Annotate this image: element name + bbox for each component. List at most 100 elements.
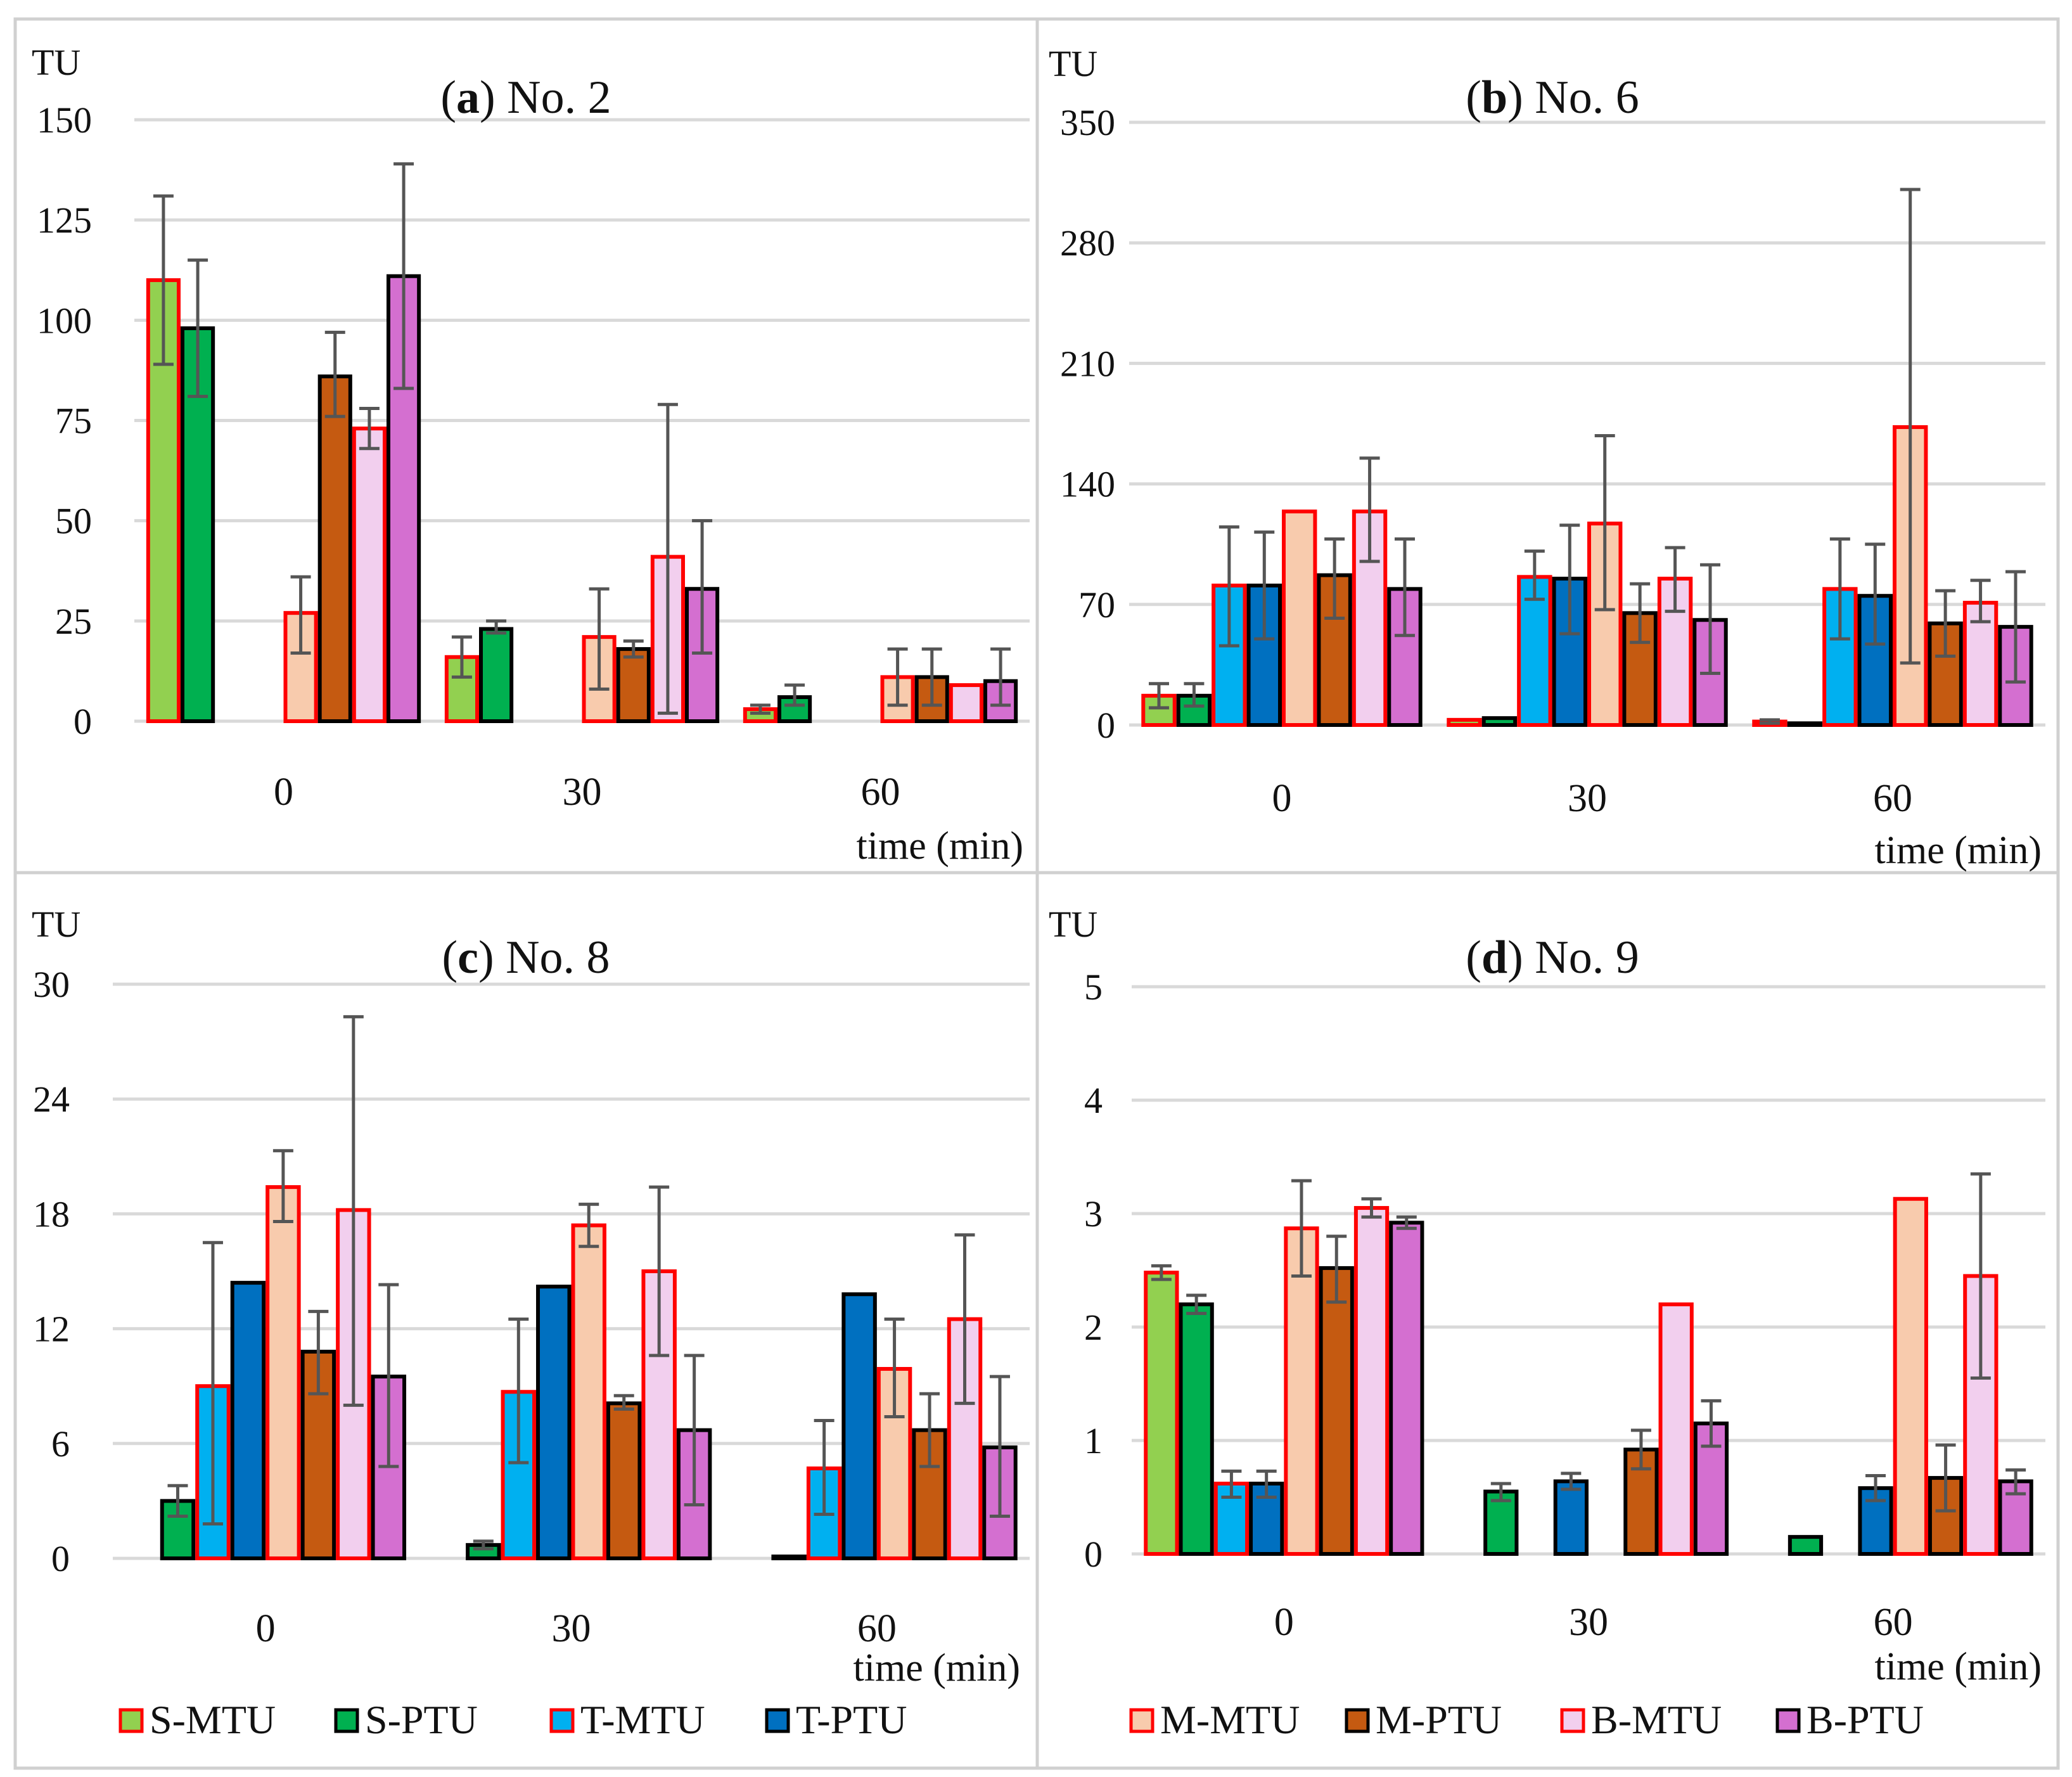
panel-label: c (457, 932, 478, 984)
bar-m-ptu-t0 (300, 1349, 336, 1561)
x-tick-label: 30 (552, 1607, 591, 1650)
y-tick-label: 18 (33, 1193, 70, 1235)
panel-title-paren: ( (442, 932, 457, 984)
x-tick-label: 30 (1568, 777, 1607, 820)
y-tick-label: 30 (33, 964, 70, 1005)
bar-t-ptu-t30 (536, 1285, 572, 1561)
y-axis-label: TU (32, 42, 80, 83)
bar-s-ptu-t60 (771, 1554, 807, 1560)
bar-b-mtu-t60 (949, 683, 983, 724)
y-tick-label: 70 (1078, 584, 1115, 625)
y-axis-label: TU (1049, 904, 1097, 945)
panel-title-paren: ( (440, 72, 456, 124)
bar-b-mtu-t60 (947, 1317, 983, 1560)
legend-swatch-m-mtu (1129, 1708, 1154, 1733)
x-tick-label: 30 (1569, 1601, 1608, 1644)
panel-title: (b) No. 6 (1466, 72, 1639, 124)
y-axis-label: TU (32, 904, 80, 945)
panel-title-text: No. 9 (1535, 932, 1639, 984)
legend-swatch-s-mtu (118, 1708, 144, 1733)
x-tick-label: 60 (1874, 1601, 1913, 1644)
y-tick-label: 0 (51, 1538, 70, 1579)
bar-b-mtu-t30 (1658, 1302, 1694, 1556)
x-tick-label: 60 (861, 771, 900, 814)
panel-title: (a) No. 2 (440, 72, 611, 124)
legend-label: M-MTU (1160, 1697, 1300, 1742)
bar-s-ptu-t30 (1481, 716, 1518, 728)
panel-title-text: No. 2 (507, 72, 611, 124)
y-tick-label: 25 (55, 601, 92, 642)
bar-m-ptu-t0 (1319, 1266, 1354, 1556)
y-tick-label: 0 (1084, 1534, 1103, 1575)
legend-label: B-PTU (1807, 1697, 1924, 1742)
legend-swatch-t-ptu (765, 1708, 790, 1733)
bar-b-mtu-t0 (352, 427, 387, 723)
legend-swatch-b-ptu (1775, 1708, 1801, 1733)
legend-bottom-right: M-MTU M-PTU B-MTU B-PTU (1129, 1697, 1924, 1742)
x-axis-label: time (min) (1875, 829, 2042, 872)
legend-label: M-PTU (1376, 1697, 1502, 1742)
y-tick-label: 5 (1084, 966, 1103, 1008)
panel-title-text: No. 8 (506, 932, 610, 984)
legend-swatch-b-mtu (1560, 1708, 1585, 1733)
bar-s-ptu-t0 (1179, 1302, 1214, 1556)
legend-swatch-t-mtu (549, 1708, 575, 1733)
legend-swatch-s-ptu (334, 1708, 359, 1733)
panel-title-paren: ( (1466, 932, 1481, 984)
x-axis-label: time (min) (1875, 1645, 2042, 1688)
panel-title-paren: ) (1507, 932, 1535, 984)
bar-m-ptu-t0 (317, 374, 352, 723)
panel-title-paren: ( (1466, 72, 1481, 124)
y-tick-label: 24 (33, 1079, 70, 1120)
bar-s-mtu-t30 (1447, 717, 1482, 727)
y-tick-label: 100 (37, 300, 92, 341)
legend-label: T-PTU (796, 1697, 907, 1742)
chart-panel-b: 0 70 140 210 280 350 TU (b) No. 6 0 30 60 time (min… (1049, 43, 2045, 872)
bar-m-mtu-t0 (1282, 510, 1317, 727)
x-tick-label: 0 (1272, 777, 1292, 820)
panel-title: (c) No. 8 (442, 932, 610, 984)
panel-title-text: No. 6 (1535, 72, 1639, 124)
panel-label: d (1481, 932, 1507, 984)
bar-t-ptu-t0 (230, 1281, 266, 1560)
y-tick-label: 0 (74, 701, 92, 742)
panel-title-paren: ) (1507, 72, 1535, 124)
x-axis-label: time (min) (857, 824, 1023, 868)
bar-b-mtu-t0 (1353, 1206, 1390, 1556)
bar-m-mtu-t0 (265, 1185, 301, 1560)
bar-m-mtu-t60 (1893, 1196, 1928, 1556)
bar-s-ptu-t60 (1787, 721, 1823, 727)
x-tick-label: 0 (1274, 1601, 1294, 1644)
bar-t-ptu-t30 (1553, 1479, 1589, 1556)
y-tick-label: 4 (1084, 1080, 1103, 1121)
y-tick-label: 3 (1084, 1193, 1103, 1235)
legend-label: B-MTU (1591, 1697, 1722, 1742)
y-tick-label: 280 (1060, 222, 1115, 264)
bar-m-mtu-t30 (571, 1223, 606, 1560)
bar-s-mtu-t0 (1141, 693, 1177, 728)
y-tick-label: 75 (55, 401, 92, 442)
y-tick-label: 0 (1097, 705, 1115, 746)
bar-t-ptu-t60 (841, 1292, 877, 1560)
legend-label: T-MTU (580, 1697, 705, 1742)
y-tick-label: 125 (37, 200, 92, 241)
bar-s-ptu-t60 (1787, 1535, 1824, 1556)
x-tick-label: 30 (563, 771, 602, 814)
y-tick-label: 6 (51, 1423, 70, 1465)
y-axis-label: TU (1049, 43, 1097, 84)
legend-label: S-PTU (365, 1697, 478, 1742)
x-tick-label: 0 (256, 1607, 276, 1650)
panel-label: b (1481, 72, 1507, 124)
y-tick-label: 50 (55, 501, 92, 542)
y-tick-label: 350 (1060, 102, 1115, 143)
panel-title-paren: ) (480, 72, 507, 124)
panel-title-paren: ) (478, 932, 506, 984)
x-tick-label: 60 (857, 1607, 897, 1650)
y-tick-label: 1 (1084, 1420, 1103, 1461)
y-tick-label: 140 (1060, 464, 1115, 505)
chart-panel-a: 0 25 50 75 100 125 150 TU (a) No. 2 0 30 60 time (mi… (32, 42, 1030, 868)
y-tick-label: 2 (1084, 1307, 1103, 1348)
